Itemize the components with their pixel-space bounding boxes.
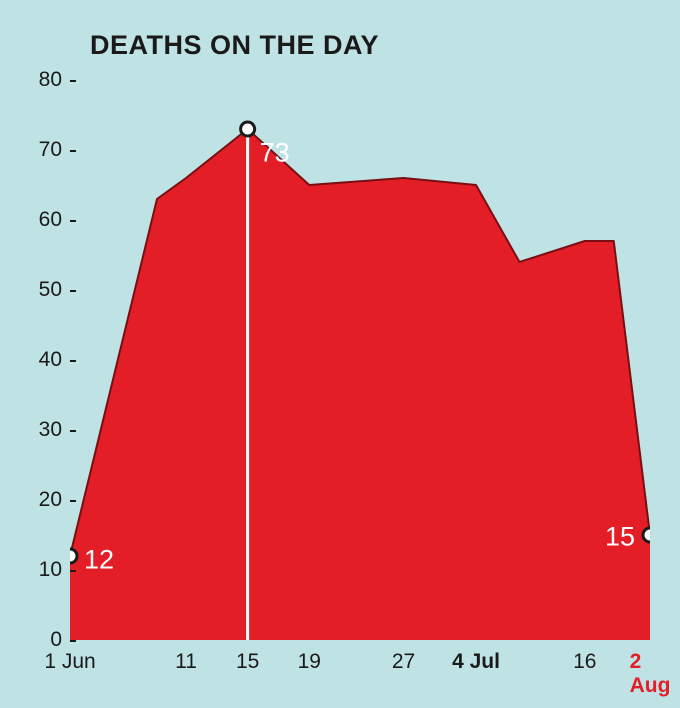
y-tick-label: 50 [39,278,62,302]
y-tick-label: 70 [39,138,62,162]
y-tick-mark [70,500,76,502]
y-tick-label: 10 [39,558,62,582]
chart-svg [70,80,650,640]
data-marker [241,122,255,136]
y-tick-label: 20 [39,488,62,512]
y-tick-mark [70,80,76,82]
area-fill [70,129,650,640]
y-tick-mark [70,360,76,362]
y-tick-mark [70,430,76,432]
x-tick-label: 4 Jul [452,650,500,674]
value-label: 73 [260,138,290,169]
y-tick-mark [70,640,76,642]
chart-title: DEATHS ON THE DAY [90,30,379,61]
y-tick-label: 80 [39,68,62,92]
x-tick-label: 2 Aug [630,650,671,698]
y-tick-label: 60 [39,208,62,232]
value-label: 12 [84,545,114,576]
x-tick-label: 27 [392,650,415,674]
x-tick-label: 1 Jun [44,650,95,674]
value-label: 15 [605,522,635,553]
chart-container: DEATHS ON THE DAY 0 10 20 30 40 50 60 70 80 1 Jun… [0,0,680,708]
x-tick-label: 15 [236,650,259,674]
x-tick-label: 16 [573,650,596,674]
x-tick-label: 19 [298,650,321,674]
y-tick-mark [70,150,76,152]
y-tick-label: 0 [50,628,62,652]
y-tick-label: 30 [39,418,62,442]
x-tick-label: 11 [175,650,197,674]
y-tick-label: 40 [39,348,62,372]
plot-area [70,80,650,640]
y-tick-mark [70,570,76,572]
y-tick-mark [70,220,76,222]
data-marker [70,549,77,563]
data-marker [643,528,650,542]
y-tick-mark [70,290,76,292]
